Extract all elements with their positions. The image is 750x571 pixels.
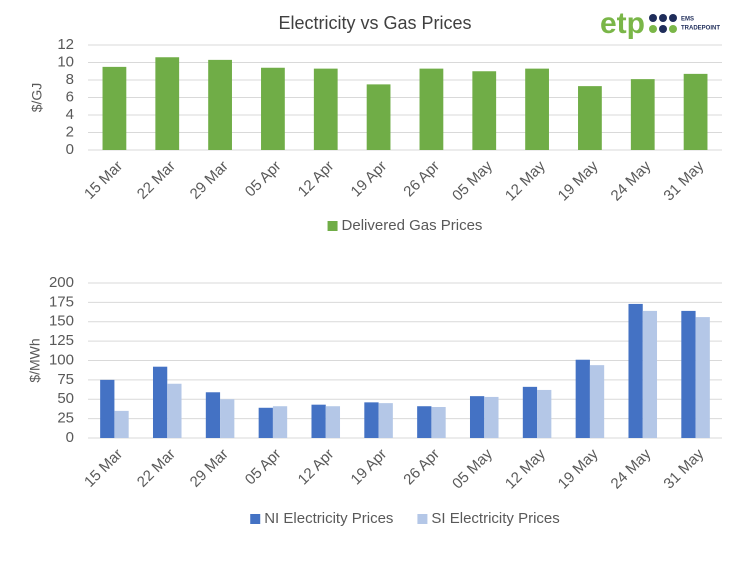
legend-swatch [417, 514, 428, 524]
logo-mark: etp [600, 7, 645, 40]
bar [681, 310, 696, 438]
bar [261, 67, 285, 150]
bar [205, 392, 221, 438]
bar [589, 365, 605, 438]
logo-dot [659, 25, 667, 33]
bar [630, 79, 655, 150]
chart-title: Electricity vs Gas Prices [278, 13, 471, 33]
logo-text: EMS [681, 17, 694, 23]
bar [578, 86, 602, 150]
legend-label: Delivered Gas Prices [342, 217, 483, 234]
legend: Delivered Gas Prices [327, 217, 483, 234]
legend: NI Electricity Prices SI Electricity Pric… [250, 510, 560, 527]
bar [167, 383, 182, 438]
bar [364, 402, 379, 438]
y-tick-label: 12 [57, 36, 74, 53]
y-axis-label: $/MWh [27, 338, 43, 382]
legend-label: SI Electricity Prices [431, 510, 559, 527]
logo-dot [669, 14, 677, 22]
bar [311, 404, 326, 438]
bar [695, 317, 710, 438]
logo-dot [649, 25, 657, 33]
legend-label: NI Electricity Prices [264, 510, 393, 527]
bar [155, 57, 180, 150]
bar [325, 406, 341, 438]
bar [642, 310, 658, 438]
bar [152, 366, 168, 438]
bar [417, 406, 432, 438]
y-tick-label: 10 [57, 53, 74, 70]
bar [102, 66, 127, 150]
y-tick-label: 50 [57, 390, 74, 407]
y-tick-label: 100 [49, 351, 74, 368]
bar [313, 68, 338, 150]
y-tick-label: 2 [66, 123, 74, 140]
bar [628, 303, 643, 438]
y-tick-label: 6 [66, 88, 74, 105]
bar [522, 386, 538, 438]
y-tick-label: 175 [49, 293, 74, 310]
bar [258, 407, 273, 438]
legend-swatch [250, 514, 261, 524]
y-tick-label: 150 [49, 313, 74, 330]
bar [378, 403, 393, 438]
bar [683, 73, 708, 150]
logo-dot [649, 14, 657, 22]
bar [419, 68, 444, 150]
bar [272, 406, 288, 438]
bar [220, 399, 235, 438]
bar [525, 68, 549, 150]
y-tick-label: 125 [49, 332, 74, 349]
bar [114, 410, 129, 438]
logo: etp EMS TRADEPOINT [600, 7, 720, 40]
y-tick-label: 0 [66, 141, 74, 158]
bar [366, 84, 391, 150]
y-tick-label: 0 [66, 429, 74, 446]
bar [469, 396, 485, 438]
legend-swatch [327, 221, 338, 231]
bar [431, 407, 446, 438]
y-tick-label: 8 [66, 71, 74, 88]
bar [100, 379, 115, 438]
y-tick-label: 200 [49, 274, 74, 291]
logo-text: TRADEPOINT [681, 26, 720, 32]
y-tick-label: 4 [66, 106, 74, 123]
bar [472, 71, 497, 150]
logo-dot [659, 14, 667, 22]
bar [208, 59, 232, 150]
y-tick-label: 75 [57, 371, 74, 388]
bar [575, 359, 590, 438]
bar [484, 396, 499, 438]
y-axis-label: $/GJ [29, 83, 45, 113]
bar [537, 389, 552, 438]
logo-dot [669, 25, 677, 33]
y-tick-label: 25 [57, 410, 74, 427]
